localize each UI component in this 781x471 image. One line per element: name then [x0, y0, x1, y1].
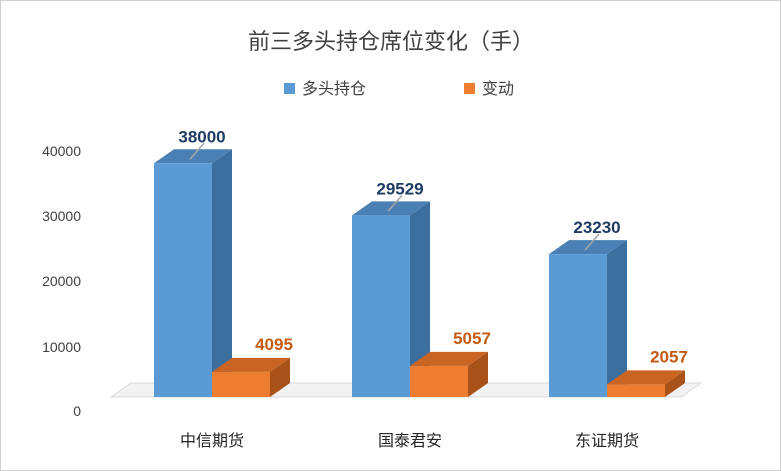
- y-tick-label: 20000: [42, 273, 81, 289]
- data-label-long-position: 29529: [376, 179, 423, 198]
- data-labels: 38000 4095 29529 5057 23230 2057: [178, 127, 688, 366]
- bar-long-position: [352, 201, 430, 397]
- legend-swatch-long-position: [284, 83, 295, 94]
- bar-long-position-side: [212, 149, 232, 397]
- bar-long-position-front: [154, 163, 212, 397]
- bar-change-side: [270, 357, 290, 397]
- data-label-long-position: 38000: [178, 127, 225, 146]
- y-tick-label: 10000: [42, 339, 81, 355]
- data-label-leader: [584, 233, 600, 251]
- bar-change: [212, 357, 290, 397]
- data-label-change: 5057: [453, 329, 491, 348]
- bar-long-position-front: [549, 254, 607, 397]
- y-tick-label: 0: [73, 403, 81, 419]
- bar-change: [607, 370, 685, 397]
- data-label-leader: [189, 142, 205, 160]
- bar-change-front: [410, 365, 468, 397]
- y-tick-label: 30000: [42, 208, 81, 224]
- x-axis: 中信期货 国泰君安 东证期货: [180, 431, 639, 450]
- legend-label-change: 变动: [482, 79, 514, 98]
- bars: [154, 149, 685, 397]
- legend: 多头持仓 变动: [284, 79, 514, 98]
- bar-change: [410, 351, 488, 397]
- bar-change-side: [468, 351, 488, 397]
- bar-change-top: [607, 370, 685, 385]
- bar-long-position: [549, 240, 627, 397]
- y-axis: 0 10000 20000 30000 40000: [42, 143, 81, 419]
- bar-change-top: [212, 357, 290, 372]
- bar-change-side: [665, 370, 685, 397]
- bar-long-position-side: [410, 201, 430, 397]
- y-tick-label: 40000: [42, 143, 81, 159]
- bar-change-top: [410, 351, 488, 366]
- legend-swatch-change: [464, 83, 475, 94]
- data-label-change: 4095: [255, 335, 293, 354]
- bar-change-front: [607, 384, 665, 397]
- legend-label-long-position: 多头持仓: [302, 79, 366, 98]
- bar-change-front: [212, 371, 270, 397]
- data-label-long-position: 23230: [573, 218, 620, 237]
- x-category-label: 国泰君安: [378, 431, 442, 450]
- bar-long-position: [154, 149, 232, 397]
- data-label-change: 2057: [650, 347, 688, 366]
- chart-title: 前三多头持仓席位变化（手）: [248, 30, 534, 55]
- bar-long-position-side: [607, 240, 627, 397]
- data-label-leader: [387, 194, 403, 212]
- bar-long-position-front: [352, 215, 410, 397]
- x-category-label: 东证期货: [575, 431, 639, 450]
- x-category-label: 中信期货: [180, 431, 244, 450]
